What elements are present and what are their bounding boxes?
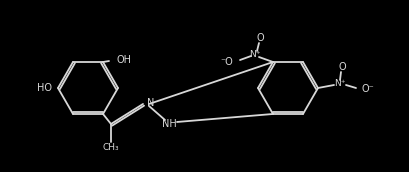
Text: N⁺: N⁺ [249,50,260,58]
Text: CH₃: CH₃ [102,143,119,153]
Text: N: N [147,98,154,108]
Text: NH: NH [161,119,176,129]
Text: OH: OH [117,55,132,65]
Text: O: O [337,62,345,72]
Text: N⁺: N⁺ [333,78,345,88]
Text: O⁻: O⁻ [361,84,374,94]
Text: O: O [256,33,263,43]
Text: HO: HO [37,83,52,93]
Text: ⁻O: ⁻O [220,57,232,67]
